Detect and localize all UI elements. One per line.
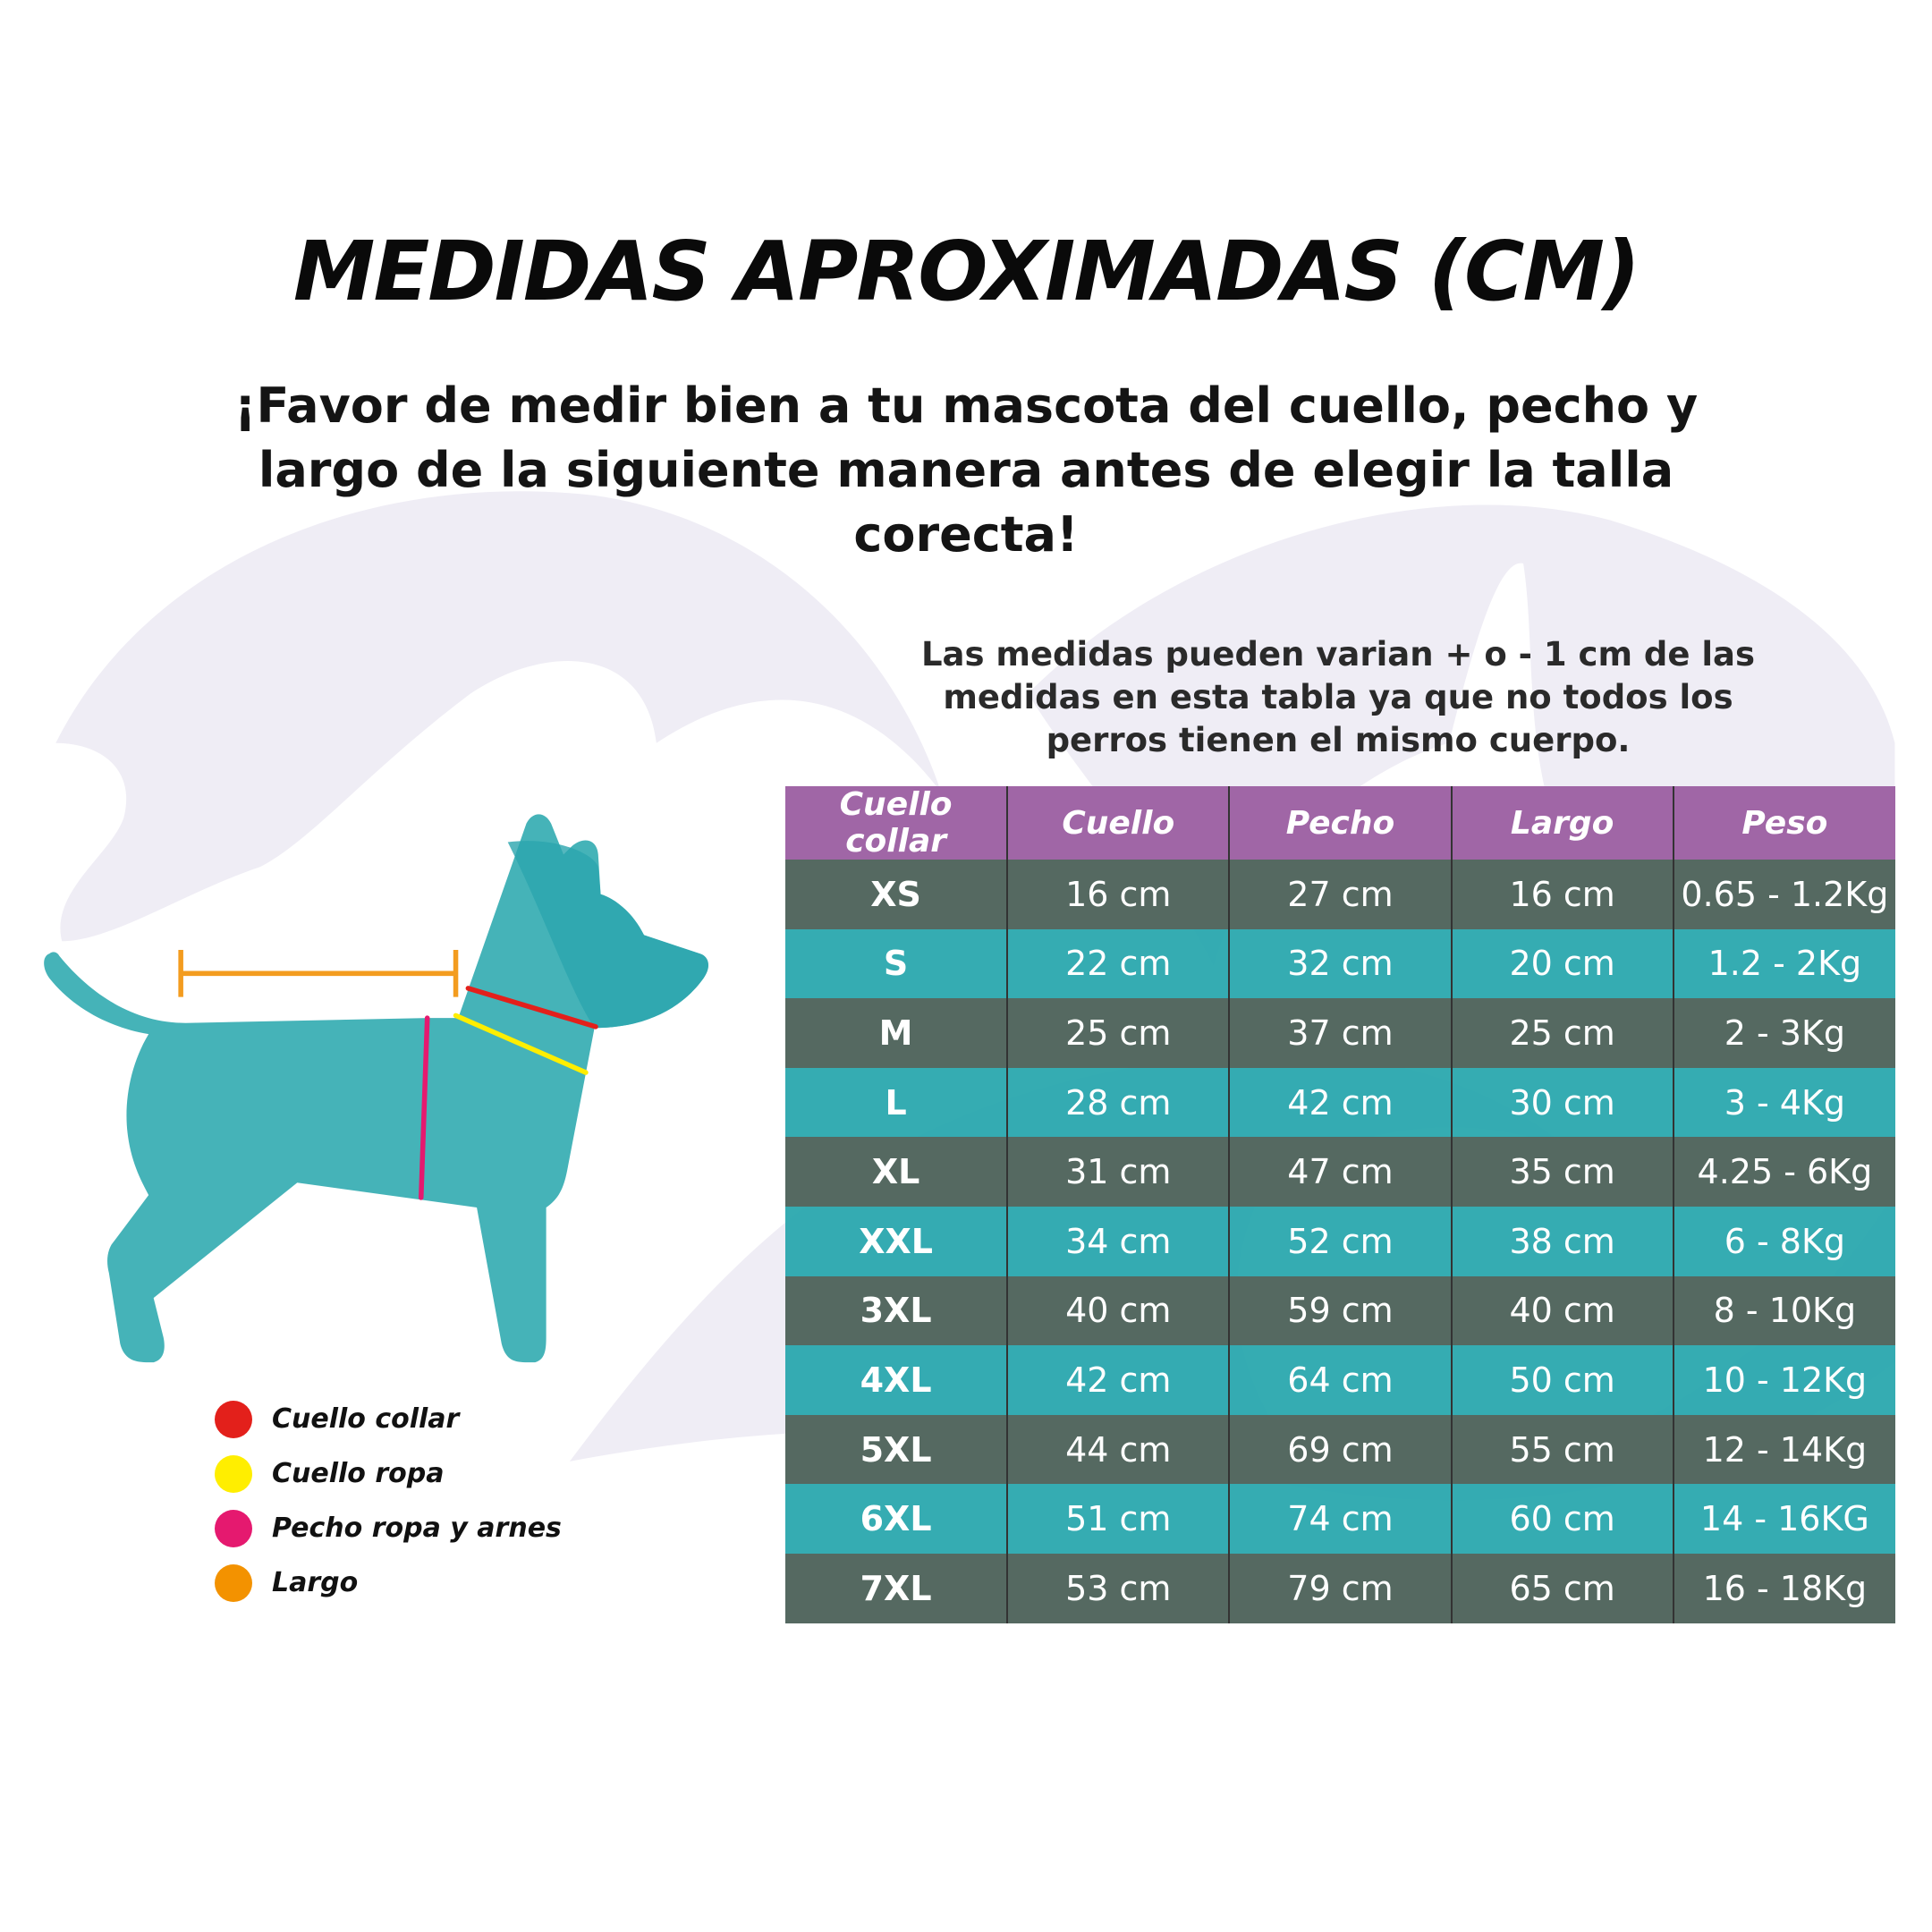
column-header: Pecho xyxy=(1228,786,1452,860)
size-cell: XXL xyxy=(785,1206,1008,1276)
legend-label: Pecho ropa y arnes xyxy=(272,1513,562,1544)
size-cell: L xyxy=(785,1067,1008,1138)
pecho-line xyxy=(419,1015,430,1200)
value-cell: 44 cm xyxy=(1006,1414,1230,1485)
value-cell: 59 cm xyxy=(1228,1275,1452,1346)
color-dot-icon xyxy=(215,1509,252,1547)
color-dot-icon xyxy=(215,1400,252,1438)
table-row: 7XL 53 cm 79 cm 65 cm 16 - 18Kg xyxy=(785,1553,1895,1623)
value-cell: 34 cm xyxy=(1006,1206,1230,1276)
column-header: Cuello xyxy=(1006,786,1230,860)
value-cell: 42 cm xyxy=(1006,1345,1230,1415)
value-cell: 6 - 8Kg xyxy=(1672,1206,1895,1276)
table-row: S 22 cm 32 cm 20 cm 1.2 - 2Kg xyxy=(785,928,1895,999)
value-cell: 60 cm xyxy=(1450,1484,1674,1554)
table-row: L 28 cm 42 cm 30 cm 3 - 4Kg xyxy=(785,1067,1895,1138)
legend-item: Largo xyxy=(215,1555,562,1610)
column-header: Cuello collar xyxy=(785,786,1008,860)
legend-label: Cuello ropa xyxy=(272,1458,445,1489)
value-cell: 53 cm xyxy=(1006,1553,1230,1623)
size-cell: 6XL xyxy=(785,1484,1008,1554)
size-cell: S xyxy=(785,928,1008,999)
value-cell: 32 cm xyxy=(1228,928,1452,999)
value-cell: 50 cm xyxy=(1450,1345,1674,1415)
value-cell: 22 cm xyxy=(1006,928,1230,999)
value-cell: 37 cm xyxy=(1228,998,1452,1068)
dog-illustration xyxy=(44,814,708,1363)
size-cell: 4XL xyxy=(785,1345,1008,1415)
value-cell: 3 - 4Kg xyxy=(1672,1067,1895,1138)
value-cell: 1.2 - 2Kg xyxy=(1672,928,1895,999)
value-cell: 40 cm xyxy=(1006,1275,1230,1346)
color-dot-icon xyxy=(215,1454,252,1493)
value-cell: 31 cm xyxy=(1006,1137,1230,1207)
value-cell: 25 cm xyxy=(1450,998,1674,1068)
value-cell: 38 cm xyxy=(1450,1206,1674,1276)
value-cell: 69 cm xyxy=(1228,1414,1452,1485)
value-cell: 16 cm xyxy=(1006,860,1230,929)
size-cell: M xyxy=(785,998,1008,1068)
value-cell: 16 - 18Kg xyxy=(1672,1553,1895,1623)
value-cell: 20 cm xyxy=(1450,928,1674,999)
column-header: Largo xyxy=(1450,786,1674,860)
value-cell: 27 cm xyxy=(1228,860,1452,929)
value-cell: 12 - 14Kg xyxy=(1672,1414,1895,1485)
size-cell: 3XL xyxy=(785,1275,1008,1346)
value-cell: 51 cm xyxy=(1006,1484,1230,1554)
size-cell: 7XL xyxy=(785,1553,1008,1623)
value-cell: 4.25 - 6Kg xyxy=(1672,1137,1895,1207)
table-row: XS 16 cm 27 cm 16 cm 0.65 - 1.2Kg xyxy=(785,860,1895,929)
value-cell: 64 cm xyxy=(1228,1345,1452,1415)
page-title: MEDIDAS APROXIMADAS (CM) xyxy=(292,224,1640,319)
tolerance-note: Las medidas pueden varian + o - 1 cm de … xyxy=(920,635,1756,759)
value-cell: 74 cm xyxy=(1228,1484,1452,1554)
value-cell: 16 cm xyxy=(1450,860,1674,929)
instructions-text: ¡Favor de medir bien a tu mascota del cu… xyxy=(233,377,1699,563)
value-cell: 2 - 3Kg xyxy=(1672,998,1895,1068)
color-dot-icon xyxy=(215,1563,252,1602)
value-cell: 0.65 - 1.2Kg xyxy=(1672,860,1895,929)
value-cell: 40 cm xyxy=(1450,1275,1674,1346)
value-cell: 42 cm xyxy=(1228,1067,1452,1138)
table-row: XXL 34 cm 52 cm 38 cm 6 - 8Kg xyxy=(785,1206,1895,1276)
value-cell: 52 cm xyxy=(1228,1206,1452,1276)
table-header-row: Cuello collar Cuello Pecho Largo Peso xyxy=(785,786,1895,860)
value-cell: 65 cm xyxy=(1450,1553,1674,1623)
table-row: 5XL 44 cm 69 cm 55 cm 12 - 14Kg xyxy=(785,1414,1895,1485)
legend: Cuello collar Cuello ropa Pecho ropa y arn… xyxy=(215,1392,562,1610)
table-row: XL 31 cm 47 cm 35 cm 4.25 - 6Kg xyxy=(785,1137,1895,1207)
legend-label: Largo xyxy=(272,1567,359,1598)
value-cell: 28 cm xyxy=(1006,1067,1230,1138)
size-cell: 5XL xyxy=(785,1414,1008,1485)
value-cell: 14 - 16KG xyxy=(1672,1484,1895,1554)
legend-item: Pecho ropa y arnes xyxy=(215,1501,562,1555)
value-cell: 47 cm xyxy=(1228,1137,1452,1207)
legend-label: Cuello collar xyxy=(272,1403,460,1435)
value-cell: 55 cm xyxy=(1450,1414,1674,1485)
value-cell: 10 - 12Kg xyxy=(1672,1345,1895,1415)
cuello-ropa-line xyxy=(453,1013,589,1075)
size-table: Cuello collar Cuello Pecho Largo Peso XS 16 c… xyxy=(785,786,1895,1623)
value-cell: 8 - 10Kg xyxy=(1672,1275,1895,1346)
table-row: 4XL 42 cm 64 cm 50 cm 10 - 12Kg xyxy=(785,1345,1895,1415)
table-row: M 25 cm 37 cm 25 cm 2 - 3Kg xyxy=(785,998,1895,1068)
size-cell: XL xyxy=(785,1137,1008,1207)
table-row: 6XL 51 cm 74 cm 60 cm 14 - 16KG xyxy=(785,1484,1895,1554)
legend-item: Cuello collar xyxy=(215,1392,562,1446)
column-header: Peso xyxy=(1672,786,1895,860)
legend-item: Cuello ropa xyxy=(215,1446,562,1501)
value-cell: 35 cm xyxy=(1450,1137,1674,1207)
value-cell: 25 cm xyxy=(1006,998,1230,1068)
value-cell: 30 cm xyxy=(1450,1067,1674,1138)
size-cell: XS xyxy=(785,860,1008,929)
value-cell: 79 cm xyxy=(1228,1553,1452,1623)
cuello-collar-line xyxy=(465,986,598,1030)
table-row: 3XL 40 cm 59 cm 40 cm 8 - 10Kg xyxy=(785,1275,1895,1346)
